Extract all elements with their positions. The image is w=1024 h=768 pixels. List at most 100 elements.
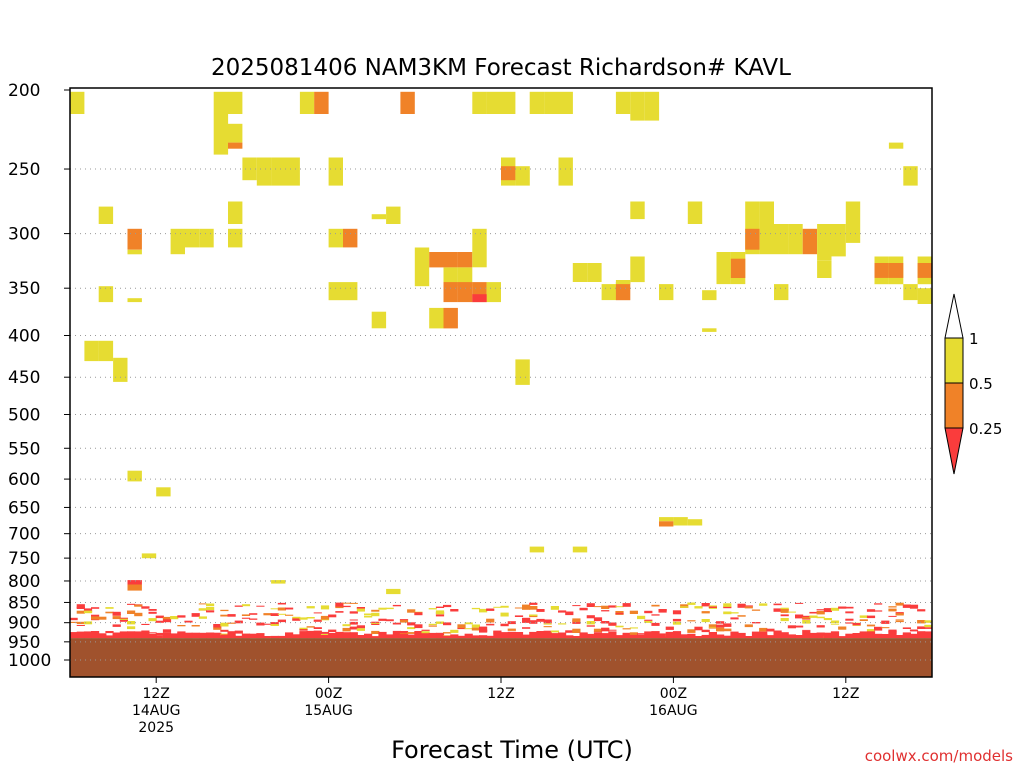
surface-cell	[558, 623, 567, 625]
surface-cell	[356, 607, 365, 609]
data-cell	[328, 228, 343, 248]
surface-cell	[550, 630, 559, 633]
surface-cell	[105, 635, 114, 639]
surface-cell	[586, 615, 595, 619]
data-cell	[184, 228, 200, 248]
surface-cell	[888, 606, 897, 608]
surface-cell	[723, 628, 732, 632]
x-tick-label: 00Z	[315, 686, 342, 702]
surface-cell	[76, 631, 85, 639]
surface-cell	[586, 625, 595, 627]
surface-cell	[737, 615, 746, 617]
surface-cell	[364, 615, 373, 618]
data-cell	[745, 201, 760, 224]
surface-cell	[249, 633, 258, 638]
data-cell	[774, 224, 789, 255]
surface-cell	[364, 633, 373, 638]
surface-cell	[816, 609, 825, 611]
surface-cell	[917, 626, 926, 629]
data-cell	[630, 256, 645, 283]
surface-cell	[371, 609, 380, 612]
data-cell	[256, 157, 272, 186]
y-tick-label: 800	[8, 572, 40, 592]
data-cell	[529, 91, 545, 114]
data-cell	[615, 91, 631, 114]
surface-cell	[364, 636, 373, 639]
data-cell	[659, 517, 674, 522]
y-tick-label: 950	[8, 633, 40, 653]
surface-cell	[313, 627, 322, 629]
surface-cell	[241, 617, 251, 619]
surface-cell	[435, 610, 445, 615]
surface-cell	[356, 628, 365, 631]
surface-cell	[299, 617, 308, 620]
surface-cell	[565, 630, 574, 633]
surface-cell	[263, 613, 272, 616]
data-cell	[587, 263, 602, 282]
data-cell	[98, 340, 114, 362]
surface-cell	[69, 632, 78, 639]
y-tick-label: 900	[8, 614, 40, 634]
surface-cell	[608, 629, 617, 631]
surface-cell	[349, 611, 358, 614]
surface-cell	[407, 632, 416, 634]
surface-cell	[572, 605, 581, 607]
surface-cell	[601, 627, 610, 632]
surface-cell	[615, 635, 624, 639]
surface-cell	[787, 634, 796, 639]
data-cell	[156, 487, 171, 497]
surface-cell	[399, 634, 409, 639]
data-cell	[314, 91, 329, 114]
surface-cell	[766, 628, 775, 632]
data-cell	[472, 91, 487, 114]
data-cell	[817, 260, 832, 278]
surface-cell	[644, 631, 653, 638]
y-tick-label: 850	[8, 593, 40, 613]
surface-cell	[371, 636, 380, 638]
surface-cell	[644, 621, 653, 623]
surface-cell	[888, 615, 897, 617]
surface-cell	[184, 620, 193, 623]
surface-cell	[529, 606, 538, 610]
surface-cell	[105, 607, 114, 609]
surface-cell	[507, 628, 516, 631]
surface-cell	[83, 631, 93, 639]
surface-cell	[134, 604, 143, 607]
surface-cell	[443, 635, 452, 638]
surface-cell	[220, 614, 229, 617]
data-cell	[687, 519, 703, 526]
surface-cell	[98, 633, 107, 639]
surface-cell	[285, 607, 294, 610]
surface-cell	[213, 624, 222, 628]
data-cell	[501, 166, 516, 181]
data-cell	[98, 286, 114, 303]
surface-cell	[407, 609, 416, 613]
surface-cell	[543, 626, 552, 628]
surface-cell	[220, 622, 229, 627]
surface-cell	[320, 634, 330, 636]
surface-cell	[270, 624, 279, 626]
surface-cell	[493, 606, 502, 608]
surface-cell	[407, 627, 416, 630]
surface-cell	[680, 634, 689, 639]
surface-cell	[874, 610, 883, 612]
surface-cell	[866, 609, 876, 612]
data-cell	[730, 258, 746, 278]
surface-cell	[155, 635, 164, 639]
data-cell	[127, 580, 142, 585]
data-cell	[443, 252, 458, 268]
surface-cell	[629, 634, 638, 639]
surface-cell	[206, 610, 215, 613]
y-tick-label: 600	[8, 470, 40, 490]
surface-cell	[593, 632, 603, 639]
surface-cell	[845, 618, 854, 621]
credit-label: coolwx.com/models	[865, 747, 1013, 765]
surface-cell	[795, 614, 804, 616]
data-cell	[457, 252, 473, 268]
surface-cell	[292, 634, 301, 639]
surface-cell	[213, 627, 222, 630]
y-tick-label: 750	[8, 549, 40, 569]
surface-cell	[162, 633, 172, 639]
surface-cell	[514, 615, 524, 617]
